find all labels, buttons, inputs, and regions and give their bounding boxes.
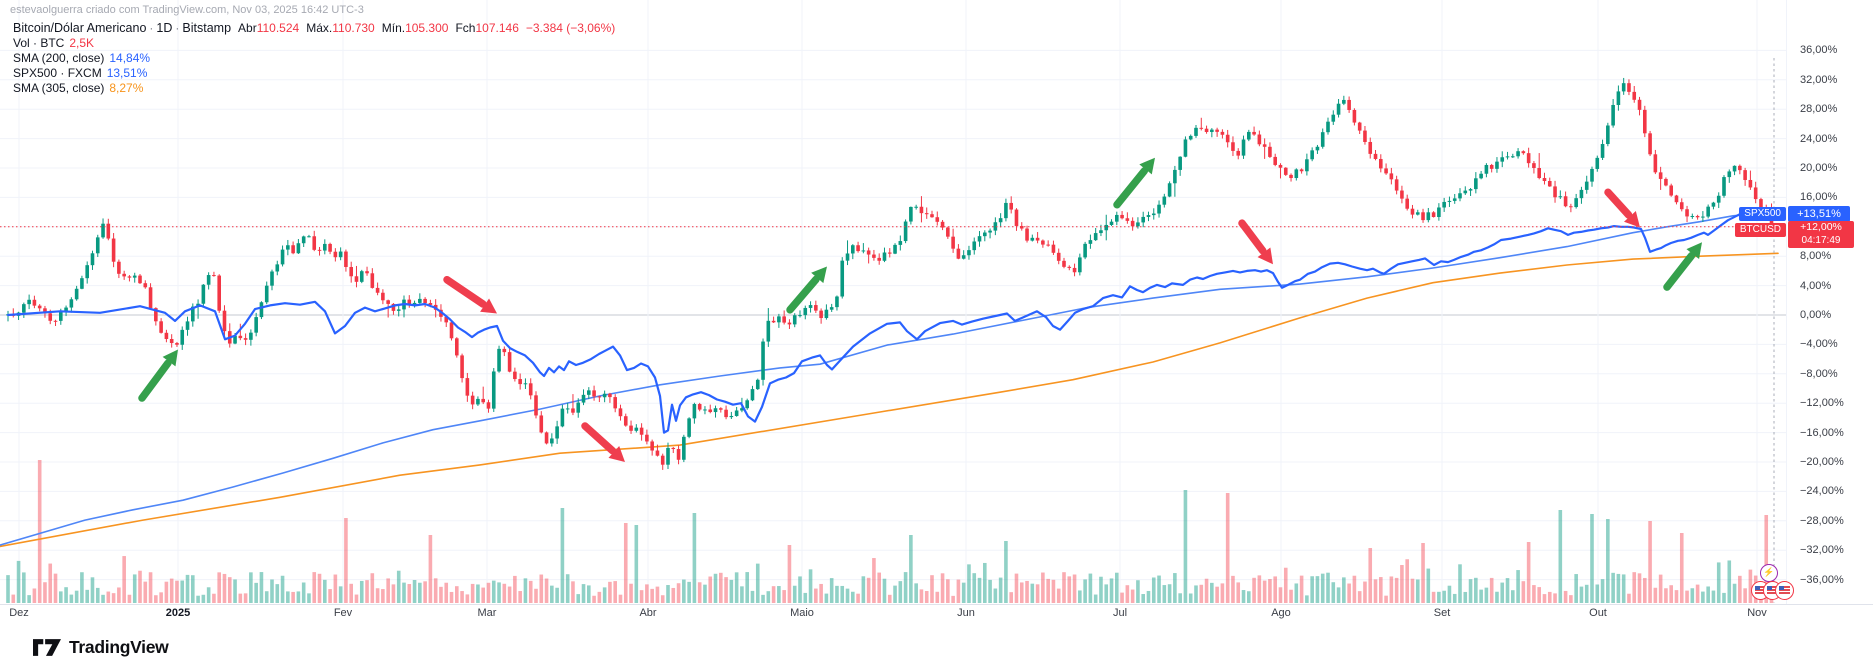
time-axis-label: Jun bbox=[957, 607, 975, 619]
symbol-interval[interactable]: 1D bbox=[156, 21, 173, 35]
ohlc-label: Abr bbox=[238, 21, 257, 35]
ohlc-value: 110.730 bbox=[332, 21, 375, 35]
price-axis-label: 24,00% bbox=[1800, 132, 1838, 145]
time-axis-label: Maio bbox=[790, 607, 814, 619]
price-axis-label: −8,00% bbox=[1800, 367, 1838, 380]
legend-symbol-row[interactable]: Bitcoin/Dólar Americano · 1D · Bitstamp Abr11… bbox=[13, 21, 616, 35]
price-axis-label: −20,00% bbox=[1800, 456, 1844, 468]
symbol-title[interactable]: Bitcoin/Dólar Americano bbox=[13, 21, 147, 35]
tradingview-logo[interactable]: TradingView bbox=[33, 637, 169, 658]
btcusd-axis-tag[interactable]: BTCUSD bbox=[1734, 223, 1786, 237]
legend-spx-row[interactable]: SPX500 · FXCM 13,51% bbox=[13, 66, 615, 81]
lightning-icon[interactable]: ⚡ bbox=[1760, 564, 1778, 582]
time-axis-label: Set bbox=[1433, 607, 1451, 619]
price-axis-label: 16,00% bbox=[1800, 191, 1838, 204]
time-axis-label: Mar bbox=[477, 607, 497, 619]
time-axis-label: 2025 bbox=[165, 607, 191, 619]
ohlc-value: 110.524 bbox=[256, 21, 300, 35]
spx500-compare-line bbox=[6, 211, 1780, 434]
price-axis-label: −28,00% bbox=[1800, 514, 1844, 527]
time-axis-label: Ago bbox=[1271, 607, 1291, 619]
sma305-line bbox=[0, 252, 1779, 548]
volume-label: Vol · BTC bbox=[13, 36, 65, 50]
price-axis[interactable]: 36,00%32,00%28,00%24,00%20,00%16,00%12,0… bbox=[1786, 0, 1873, 604]
price-axis-label: 4,00% bbox=[1800, 279, 1832, 292]
footer-bar: TradingView bbox=[0, 622, 1873, 668]
bar-close-countdown: 04:17:49 bbox=[1801, 235, 1841, 246]
btcusd-axis-value-badge[interactable]: +12,00% 04:17:49 bbox=[1788, 221, 1854, 248]
ohlc-label: Fch bbox=[455, 21, 476, 35]
volume-series bbox=[6, 460, 1774, 603]
legend-sma200-row[interactable]: SMA (200, close) 14,84% bbox=[13, 51, 615, 66]
legend-sma305-row[interactable]: SMA (305, close) 8,27% bbox=[13, 81, 615, 96]
price-axis-label: 0,00% bbox=[1800, 309, 1832, 321]
time-axis-label: Abr bbox=[639, 607, 657, 619]
ohlc-values: Abr110.524 Máx.110.730 Mín.105.300 Fch107.1… bbox=[231, 21, 519, 35]
price-axis-label: 20,00% bbox=[1800, 162, 1838, 174]
price-axis-label: 32,00% bbox=[1800, 73, 1838, 86]
time-axis-label: Nov bbox=[1747, 607, 1767, 619]
ohlc-label: Máx. bbox=[306, 21, 333, 35]
spx-label: SPX500 · FXCM bbox=[13, 66, 102, 80]
price-axis-label: −24,00% bbox=[1800, 485, 1844, 498]
legend-volume-row[interactable]: Vol · BTC 2,5K bbox=[13, 36, 615, 51]
sma200-line bbox=[0, 210, 1779, 546]
price-axis-label: 28,00% bbox=[1800, 103, 1838, 116]
time-axis-label: Fev bbox=[333, 607, 353, 619]
btcusd-last-change: +12,00% bbox=[1800, 221, 1842, 233]
price-axis-label: −32,00% bbox=[1800, 544, 1844, 557]
time-axis-label: Out bbox=[1589, 607, 1607, 619]
price-axis-label: −12,00% bbox=[1800, 397, 1844, 410]
legend: Bitcoin/Dólar Americano · 1D · Bitstamp Abr11… bbox=[13, 21, 616, 97]
sma305-label: SMA (305, close) bbox=[13, 81, 105, 95]
watermark: estevaolguerra criado com TradingView.co… bbox=[10, 4, 364, 16]
ohlc-label: Mín. bbox=[381, 21, 406, 35]
ohlc-value: 107.146 bbox=[475, 21, 519, 35]
annotation-arrows bbox=[138, 157, 1702, 462]
reference-lines bbox=[0, 58, 1788, 603]
time-axis[interactable]: Dez 2025 Fev Mar Abr Maio Jun Jul Ago Set Out Nov bbox=[0, 604, 1873, 623]
time-axis-label: Dez bbox=[9, 607, 29, 619]
sma200-value: 14,84% bbox=[109, 51, 151, 65]
ohlc-value: 105.300 bbox=[405, 21, 449, 35]
chart-canvas[interactable] bbox=[0, 0, 1873, 604]
tradingview-logo-icon bbox=[33, 639, 61, 656]
price-axis-label: 8,00% bbox=[1800, 250, 1832, 263]
brand-text: TradingView bbox=[69, 637, 169, 657]
spx-value: 13,51% bbox=[106, 66, 148, 80]
sma305-value: 8,27% bbox=[109, 81, 144, 95]
spx500-axis-tag[interactable]: SPX500 bbox=[1739, 207, 1786, 221]
symbol-exchange[interactable]: Bitstamp bbox=[182, 21, 232, 35]
price-axis-label: −4,00% bbox=[1800, 338, 1838, 351]
volume-value: 2,5K bbox=[69, 36, 95, 50]
price-axis-label: 36,00% bbox=[1800, 44, 1838, 57]
price-axis-label: −16,00% bbox=[1800, 426, 1844, 439]
us-flag-icon[interactable] bbox=[1775, 581, 1794, 600]
sma200-label: SMA (200, close) bbox=[13, 51, 105, 65]
price-axis-label: −36,00% bbox=[1800, 573, 1844, 586]
spx500-axis-value-badge[interactable]: +13,51% bbox=[1788, 206, 1850, 222]
time-axis-label: Jul bbox=[1112, 607, 1128, 619]
change-value: −3.384 (−3,06%) bbox=[525, 21, 616, 35]
